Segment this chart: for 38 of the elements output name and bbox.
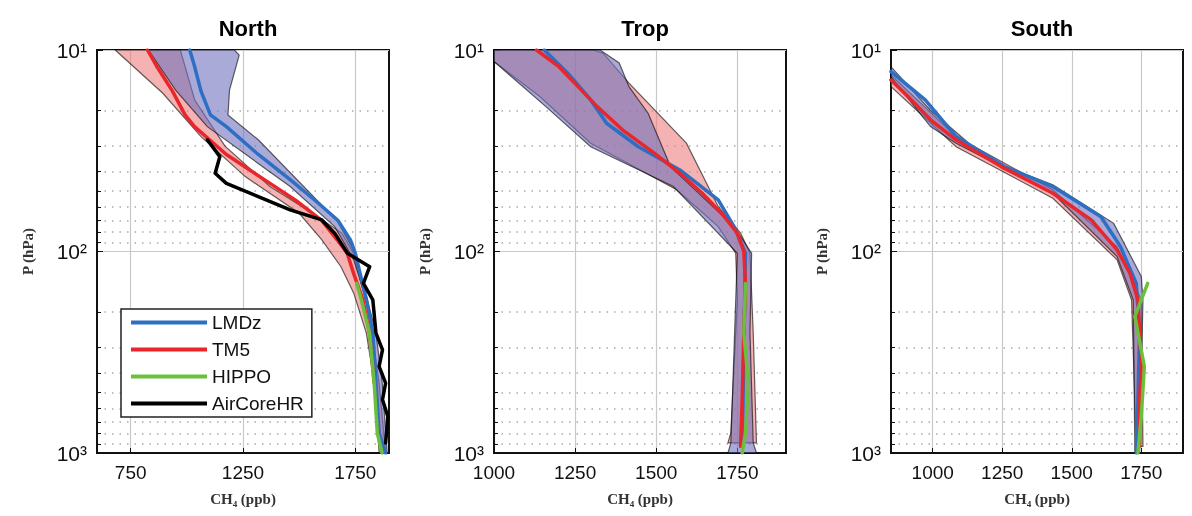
legend-label: LMDz (212, 312, 262, 333)
x-axis-title: CH₄ (ppb) (607, 490, 673, 508)
line-series (205, 138, 390, 445)
x-tick-label: 1500 (635, 462, 678, 483)
legend-label: TM5 (212, 339, 250, 360)
y-axis-title: P (hPa) (813, 227, 831, 276)
x-tick-label: 750 (114, 462, 147, 483)
x-tick-label: 1250 (981, 462, 1024, 483)
y-tick-label: 10² (453, 240, 484, 263)
legend-label: AirCoreHR (212, 393, 304, 414)
x-tick-label: 1750 (716, 462, 759, 483)
legend-label: HIPPO (212, 366, 272, 387)
x-tick-label: 1500 (1050, 462, 1093, 483)
y-tick-label: 10¹ (453, 38, 484, 62)
y-tick-label: 10² (850, 240, 881, 263)
chart-title: North (218, 15, 278, 41)
line-series (1133, 281, 1150, 455)
y-tick-label: 10¹ (56, 38, 87, 62)
x-tick-label: 1750 (334, 462, 377, 483)
line-series (354, 281, 384, 455)
x-tick-label: 1250 (221, 462, 265, 483)
x-axis-title: CH₄ (ppb) (1004, 490, 1070, 508)
x-tick-label: 1250 (553, 462, 597, 483)
x-axis-title: CH₄ (ppb) (210, 490, 276, 508)
y-axis-title: P (hPa) (416, 227, 434, 276)
line-series (188, 48, 388, 455)
y-tick-label: 10³ (453, 441, 484, 465)
line-series (740, 281, 751, 455)
y-tick-label: 10³ (850, 441, 881, 465)
y-tick-label: 10¹ (850, 38, 881, 62)
y-axis-title: P (hPa) (19, 227, 37, 276)
chart-title: Trop (621, 15, 669, 41)
x-tick-label: 1000 (472, 462, 516, 483)
y-tick-label: 10³ (56, 441, 87, 465)
x-tick-label: 1000 (911, 462, 954, 483)
x-tick-label: 1750 (1120, 462, 1163, 483)
chart-title: South (1010, 15, 1074, 41)
y-tick-label: 10² (56, 240, 87, 263)
